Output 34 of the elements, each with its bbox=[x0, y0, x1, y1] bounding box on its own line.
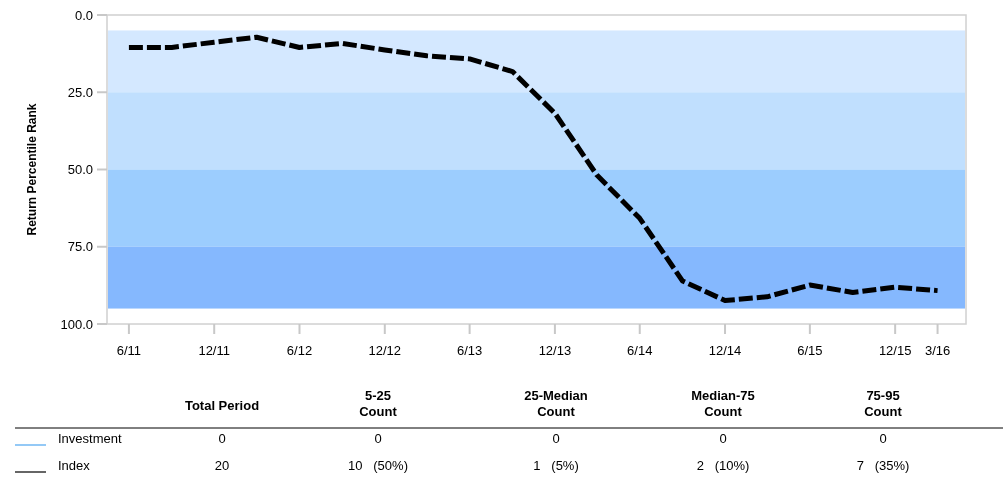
text: Total Period bbox=[184, 398, 260, 413]
text: 0 bbox=[719, 431, 727, 446]
text: 2 (10%) bbox=[696, 458, 750, 473]
legend-label: Index bbox=[58, 458, 91, 473]
x-tick-label: 12/14 bbox=[708, 343, 742, 358]
x-tick-label: 3/16 bbox=[924, 343, 951, 358]
text: 0 bbox=[374, 431, 382, 446]
text: 0 bbox=[218, 431, 226, 446]
y-axis-title: Return Percentile Rank bbox=[25, 103, 39, 236]
text: 1 (5%) bbox=[533, 458, 579, 473]
y-tick-label: 25.0 bbox=[67, 84, 93, 100]
text: 75-95 Count bbox=[864, 388, 903, 419]
text: 0 bbox=[552, 431, 560, 446]
y-tick-label: 50.0 bbox=[67, 162, 93, 178]
text: 7 (35%) bbox=[856, 458, 910, 473]
x-tick-label: 6/12 bbox=[286, 343, 313, 358]
y-tick-label: 0.0 bbox=[74, 7, 93, 23]
x-tick-label: 6/15 bbox=[797, 343, 823, 358]
text: 20 bbox=[214, 458, 230, 473]
text: Median-75 Count bbox=[691, 388, 755, 419]
text: 25-Median Count bbox=[524, 388, 588, 419]
x-tick-label: 6/14 bbox=[627, 343, 653, 358]
x-tick-label: 12/12 bbox=[368, 343, 402, 358]
legend-label: Investment bbox=[58, 431, 122, 446]
x-tick-label: 12/13 bbox=[538, 343, 572, 358]
text: 0 bbox=[879, 431, 887, 446]
x-tick-label: 12/11 bbox=[198, 343, 230, 358]
x-tick-label: 6/11 bbox=[116, 343, 142, 358]
text: 5-25 Count bbox=[359, 388, 398, 419]
x-tick-label: 6/13 bbox=[456, 343, 483, 358]
text: 10 (50%) bbox=[348, 458, 408, 473]
x-tick-label: 12/15 bbox=[878, 343, 912, 358]
y-tick-label: 75.0 bbox=[67, 239, 93, 255]
y-tick-label: 100.0 bbox=[60, 316, 93, 332]
